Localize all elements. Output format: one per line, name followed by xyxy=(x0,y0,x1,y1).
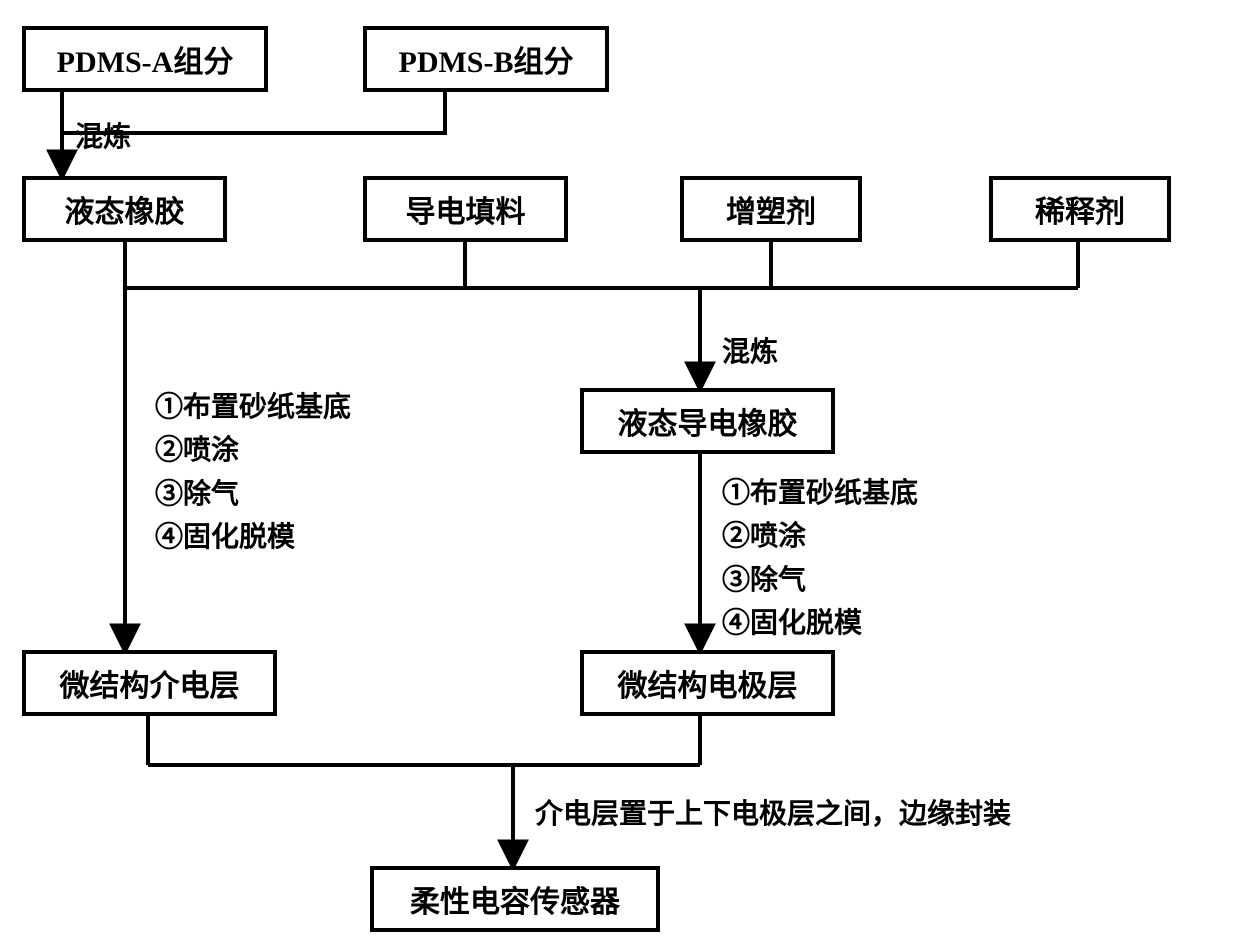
node-microstructure-dielectric: 微结构介电层 xyxy=(22,650,277,716)
step-line: ①布置砂纸基底 xyxy=(722,472,918,515)
step-line: ②喷涂 xyxy=(722,515,918,558)
node-label: 液态导电橡胶 xyxy=(618,399,798,443)
label-text: 介电层置于上下电极层之间，边缘封装 xyxy=(535,799,1011,830)
mix-label-2: 混炼 xyxy=(722,330,778,370)
process-steps-right: ①布置砂纸基底 ②喷涂 ③除气 ④固化脱模 xyxy=(722,472,918,646)
node-label: 微结构电极层 xyxy=(618,661,798,705)
node-label: PDMS-A组分 xyxy=(57,37,234,81)
node-flexible-capacitive-sensor: 柔性电容传感器 xyxy=(370,866,660,932)
node-label: 稀释剂 xyxy=(1035,187,1125,231)
step-line: ③除气 xyxy=(155,473,351,516)
node-label: 导电填料 xyxy=(406,187,526,231)
final-assembly-label: 介电层置于上下电极层之间，边缘封装 xyxy=(535,792,1011,832)
step-line: ④固化脱模 xyxy=(155,516,351,559)
label-text: 混炼 xyxy=(722,337,778,368)
label-text: 混炼 xyxy=(75,122,131,153)
node-diluent: 稀释剂 xyxy=(989,176,1171,242)
node-label: 柔性电容传感器 xyxy=(410,877,620,921)
flowchart-canvas: PDMS-A组分 PDMS-B组分 液态橡胶 导电填料 增塑剂 稀释剂 液态导电… xyxy=(0,0,1240,943)
node-label: 微结构介电层 xyxy=(60,661,240,705)
node-liquid-rubber: 液态橡胶 xyxy=(22,176,227,242)
step-line: ③除气 xyxy=(722,559,918,602)
step-line: ①布置砂纸基底 xyxy=(155,386,351,429)
node-liquid-conductive-rubber: 液态导电橡胶 xyxy=(580,388,835,454)
step-line: ②喷涂 xyxy=(155,429,351,472)
node-microstructure-electrode: 微结构电极层 xyxy=(580,650,835,716)
node-label: 液态橡胶 xyxy=(65,187,185,231)
node-conductive-filler: 导电填料 xyxy=(363,176,568,242)
mix-label-1: 混炼 xyxy=(75,115,131,155)
node-label: 增塑剂 xyxy=(726,187,816,231)
step-line: ④固化脱模 xyxy=(722,602,918,645)
process-steps-left: ①布置砂纸基底 ②喷涂 ③除气 ④固化脱模 xyxy=(155,386,351,560)
node-label: PDMS-B组分 xyxy=(399,37,574,81)
node-pdms-b: PDMS-B组分 xyxy=(363,26,609,92)
node-plasticizer: 增塑剂 xyxy=(680,176,862,242)
node-pdms-a: PDMS-A组分 xyxy=(22,26,268,92)
